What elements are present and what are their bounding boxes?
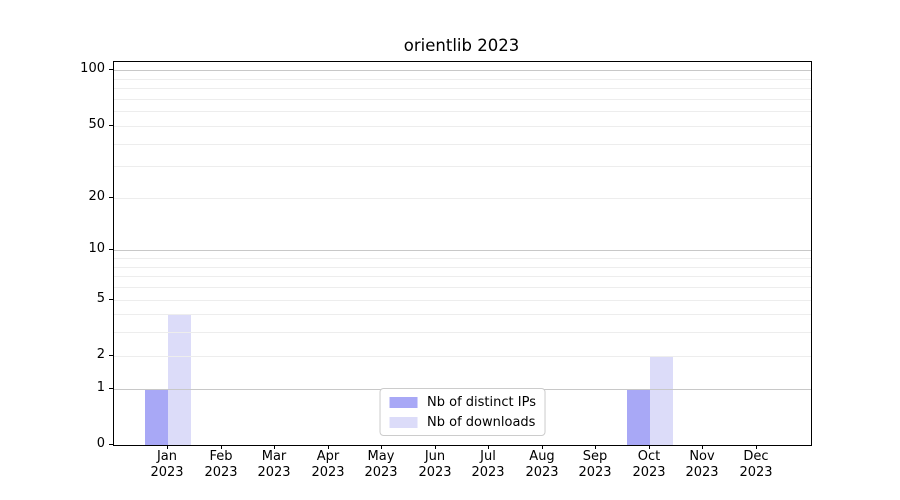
y-tick-mark-100 (109, 69, 113, 70)
x-tick-label-aug: Aug 2023 (512, 449, 572, 480)
x-tick-year: 2023 (418, 464, 452, 480)
x-tick-month: Sep (582, 449, 608, 464)
x-tick-label-dec: Dec 2023 (726, 449, 786, 480)
x-tick-month: Nov (689, 449, 715, 464)
x-tick-mark-apr (328, 445, 329, 449)
gridline-60 (114, 111, 811, 112)
x-tick-mark-jan (167, 445, 168, 449)
x-tick-month: Jul (480, 449, 496, 464)
gridline-70 (114, 99, 811, 100)
x-tick-mark-may (381, 445, 382, 449)
x-tick-label-feb: Feb 2023 (191, 449, 251, 480)
gridline-7 (114, 276, 811, 277)
gridline-8 (114, 267, 811, 268)
x-tick-month: Oct (637, 449, 661, 464)
x-tick-month: May (367, 449, 395, 464)
bar-oct-distinct-ips (626, 388, 650, 445)
x-tick-label-may: May 2023 (351, 449, 411, 480)
x-tick-month: Aug (529, 449, 555, 464)
x-tick-mark-feb (221, 445, 222, 449)
legend-entry-downloads: Nb of downloads (389, 414, 536, 430)
x-tick-mark-sep (595, 445, 596, 449)
x-tick-mark-aug (542, 445, 543, 449)
y-tick-label-100: 100 (80, 61, 105, 76)
y-tick-label-50: 50 (88, 117, 105, 132)
x-tick-label-apr: Apr 2023 (298, 449, 358, 480)
gridline-100 (114, 70, 811, 71)
y-tick-label-2: 2 (96, 347, 105, 362)
y-tick-mark-20 (109, 197, 113, 198)
legend-label-distinct-ips: Nb of distinct IPs (427, 394, 536, 410)
x-tick-year: 2023 (204, 464, 238, 480)
x-tick-month: Dec (743, 449, 769, 464)
y-tick-mark-1 (109, 388, 113, 389)
x-tick-year: 2023 (257, 464, 291, 480)
gridline-2 (114, 356, 811, 357)
x-tick-label-jun: Jun 2023 (405, 449, 465, 480)
legend: Nb of distinct IPs Nb of downloads (379, 388, 546, 436)
x-tick-mark-dec (756, 445, 757, 449)
gridline-50 (114, 126, 811, 127)
gridline-10 (114, 250, 811, 251)
gridline-40 (114, 144, 811, 145)
x-tick-mark-jul (488, 445, 489, 449)
x-tick-year: 2023 (739, 464, 773, 480)
bar-jan-downloads (168, 314, 191, 445)
x-tick-year: 2023 (150, 464, 184, 480)
x-tick-label-jan: Jan 2023 (137, 449, 197, 480)
x-tick-year: 2023 (471, 464, 505, 480)
gridline-4 (114, 314, 811, 315)
gridline-5 (114, 300, 811, 301)
x-tick-year: 2023 (578, 464, 612, 480)
x-tick-label-mar: Mar 2023 (244, 449, 304, 480)
bar-jan-distinct-ips (145, 388, 168, 445)
x-tick-year: 2023 (311, 464, 345, 480)
x-tick-mark-mar (274, 445, 275, 449)
y-tick-mark-5 (109, 299, 113, 300)
gridline-3 (114, 332, 811, 333)
y-tick-label-5: 5 (96, 291, 105, 306)
chart-title: orientlib 2023 (403, 36, 520, 55)
y-tick-label-10: 10 (88, 241, 105, 256)
legend-swatch-distinct-ips-icon (389, 396, 418, 408)
x-tick-mark-oct (649, 445, 650, 449)
x-tick-year: 2023 (525, 464, 559, 480)
y-tick-mark-0 (109, 444, 113, 445)
gridline-20 (114, 198, 811, 199)
gridline-80 (114, 88, 811, 89)
gridline-6 (114, 287, 811, 288)
x-tick-label-sep: Sep 2023 (565, 449, 625, 480)
x-tick-year: 2023 (685, 464, 719, 480)
x-tick-label-jul: Jul 2023 (458, 449, 518, 480)
x-tick-year: 2023 (632, 464, 666, 480)
y-tick-mark-10 (109, 249, 113, 250)
y-tick-mark-2 (109, 355, 113, 356)
gridline-9 (114, 258, 811, 259)
gridline-30 (114, 166, 811, 167)
x-tick-mark-jun (435, 445, 436, 449)
x-tick-month: Jan (156, 449, 178, 464)
x-tick-month: Jun (424, 449, 446, 464)
x-tick-label-oct: Oct 2023 (619, 449, 679, 480)
x-tick-label-nov: Nov 2023 (672, 449, 732, 480)
plot-area: Nb of distinct IPs Nb of downloads (113, 61, 812, 446)
legend-entry-distinct-ips: Nb of distinct IPs (389, 394, 536, 410)
legend-swatch-downloads-icon (389, 416, 418, 428)
gridline-90 (114, 79, 811, 80)
y-tick-mark-50 (109, 125, 113, 126)
y-tick-label-0: 0 (96, 436, 105, 451)
legend-label-downloads: Nb of downloads (427, 414, 536, 430)
bar-oct-downloads (649, 355, 673, 445)
y-tick-label-20: 20 (88, 189, 105, 204)
x-tick-mark-nov (702, 445, 703, 449)
x-tick-month: Feb (209, 449, 233, 464)
x-tick-year: 2023 (364, 464, 398, 480)
y-tick-label-1: 1 (96, 380, 105, 395)
x-tick-month: Apr (316, 449, 340, 464)
x-tick-month: Mar (261, 449, 287, 464)
